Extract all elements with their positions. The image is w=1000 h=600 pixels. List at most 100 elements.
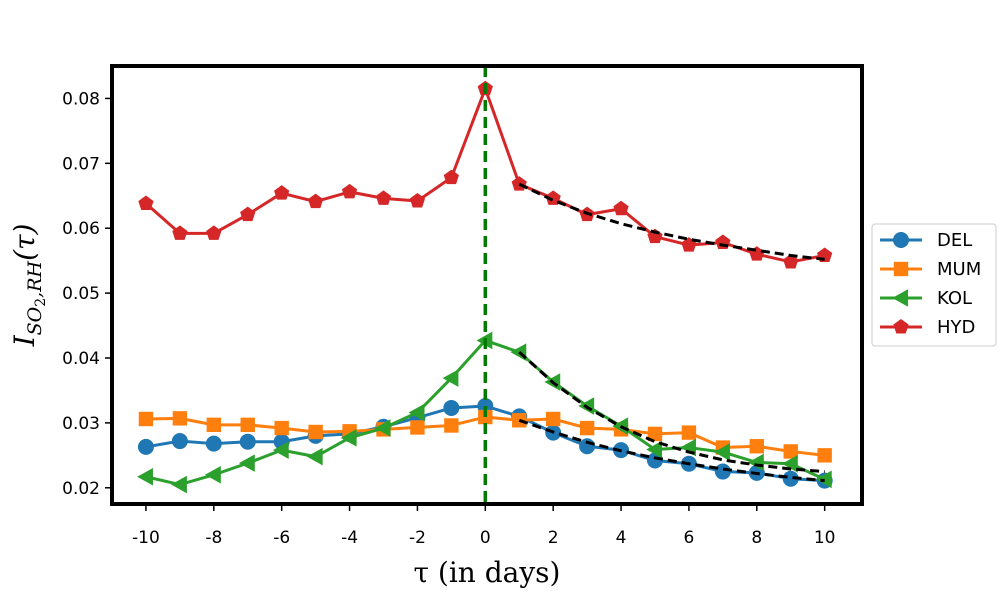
data-point-del	[205, 435, 222, 452]
y-axis-title-sub3: ,RH	[24, 260, 46, 297]
y-tick-label: 0.03	[62, 414, 100, 434]
data-point-kol	[612, 417, 629, 435]
data-point-del	[137, 438, 154, 455]
data-point-del	[239, 433, 256, 450]
legend-marker	[893, 319, 909, 334]
data-point-mum	[308, 424, 323, 440]
data-point-mum	[545, 411, 561, 427]
data-point-kol	[374, 419, 391, 437]
data-point-kol	[646, 440, 663, 459]
legend-label: KOL	[937, 288, 972, 309]
data-point-hyd	[206, 225, 222, 240]
legend-marker	[893, 261, 909, 277]
data-point-kol	[238, 454, 255, 472]
data-point-hyd	[545, 190, 561, 205]
data-point-mum	[681, 425, 697, 440]
x-tick-label: 4	[616, 528, 627, 548]
data-point-mum	[410, 420, 425, 435]
data-point-mum	[240, 417, 255, 433]
y-tick-label: 0.04	[62, 349, 100, 369]
data-point-hyd	[443, 169, 459, 185]
data-point-hyd	[240, 206, 256, 222]
data-point-kol	[442, 369, 459, 387]
x-tick-label: -10	[132, 528, 160, 548]
y-axis-title-sub: SO	[24, 306, 46, 335]
y-tick-label: 0.02	[62, 479, 100, 499]
data-point-hyd	[172, 225, 188, 240]
data-point-mum	[817, 448, 832, 463]
y-axis-title: ISO2,RH(τ)	[8, 224, 49, 348]
x-tick-label: 8	[751, 528, 762, 548]
fit-line	[518, 182, 825, 261]
y-axis-title-args: (τ)	[8, 224, 41, 261]
x-axis-ticks: -10 -8 -6 -4 -2 0 2 4 6 8 10	[132, 504, 835, 548]
data-point-hyd	[613, 200, 629, 216]
legend-marker	[892, 289, 909, 307]
data-point-kol	[714, 443, 730, 461]
x-tick-label: 10	[814, 528, 836, 548]
svg-text:ISO2,RH(τ): ISO2,RH(τ)	[8, 224, 49, 348]
data-point-mum	[206, 417, 222, 433]
legend-label: MUM	[937, 259, 981, 280]
data-point-del	[714, 463, 731, 480]
data-point-kol	[205, 466, 221, 484]
legend-label: DEL	[937, 230, 972, 251]
y-tick-label: 0.07	[62, 154, 100, 174]
plot-frame	[110, 64, 864, 506]
data-point-kol	[306, 447, 323, 466]
legend-entry-mum: MUM	[880, 259, 981, 280]
fit-lines	[518, 182, 825, 483]
y-axis-title-main: I	[8, 334, 41, 347]
y-tick-label: 0.08	[62, 89, 100, 109]
y-tick-label: 0.06	[62, 219, 100, 239]
data-point-mum	[172, 411, 188, 426]
data-point-mum	[138, 411, 154, 427]
x-tick-label: -2	[409, 528, 426, 548]
data-point-hyd	[783, 253, 799, 269]
data-point-mum	[783, 444, 798, 459]
data-point-hyd	[375, 190, 392, 205]
data-point-kol	[408, 403, 425, 422]
data-point-del	[782, 470, 799, 487]
data-point-mum	[478, 409, 493, 425]
legend-entry-del: DEL	[880, 230, 972, 251]
data-point-mum	[444, 418, 459, 433]
data-point-del	[171, 433, 188, 450]
y-tick-label: 0.05	[62, 284, 100, 304]
data-point-hyd	[511, 176, 527, 191]
legend-entry-hyd: HYD	[880, 317, 975, 338]
x-tick-label: -6	[273, 528, 290, 548]
data-point-hyd	[409, 192, 426, 208]
y-axis-title-sub2: 2	[33, 298, 49, 307]
data-point-kol	[272, 441, 289, 459]
data-point-kol	[340, 429, 357, 447]
data-point-kol	[137, 467, 153, 486]
x-tick-label: 2	[548, 528, 559, 548]
fit-line	[518, 351, 825, 474]
x-tick-label: 0	[480, 528, 491, 548]
data-point-del	[579, 438, 596, 455]
legend-label: HYD	[937, 317, 975, 338]
y-axis-ticks: 0.02 0.03 0.04 0.05 0.06 0.07 0.08	[62, 89, 112, 499]
legend-marker	[893, 232, 909, 248]
data-point-mum	[647, 426, 663, 442]
data-point-mum	[579, 420, 595, 436]
legend-box	[871, 223, 997, 347]
x-tick-label: -8	[205, 528, 222, 548]
data-point-del	[443, 399, 460, 416]
data-point-hyd	[308, 193, 324, 209]
legend-entry-kol: KOL	[880, 288, 972, 309]
data-point-hyd	[274, 185, 290, 200]
x-tick-label: 6	[684, 528, 695, 548]
data-point-hyd	[715, 234, 731, 249]
data-point-mum	[274, 420, 289, 436]
data-point-mum	[749, 439, 764, 454]
data-point-kol	[781, 454, 798, 473]
data-point-hyd	[138, 195, 154, 211]
x-axis-title: τ (in days)	[414, 556, 561, 589]
series-mum	[138, 409, 832, 463]
data-point-kol	[171, 475, 187, 494]
legend: DEL MUM KOL HYD	[871, 223, 997, 347]
x-tick-label: -4	[341, 528, 358, 548]
